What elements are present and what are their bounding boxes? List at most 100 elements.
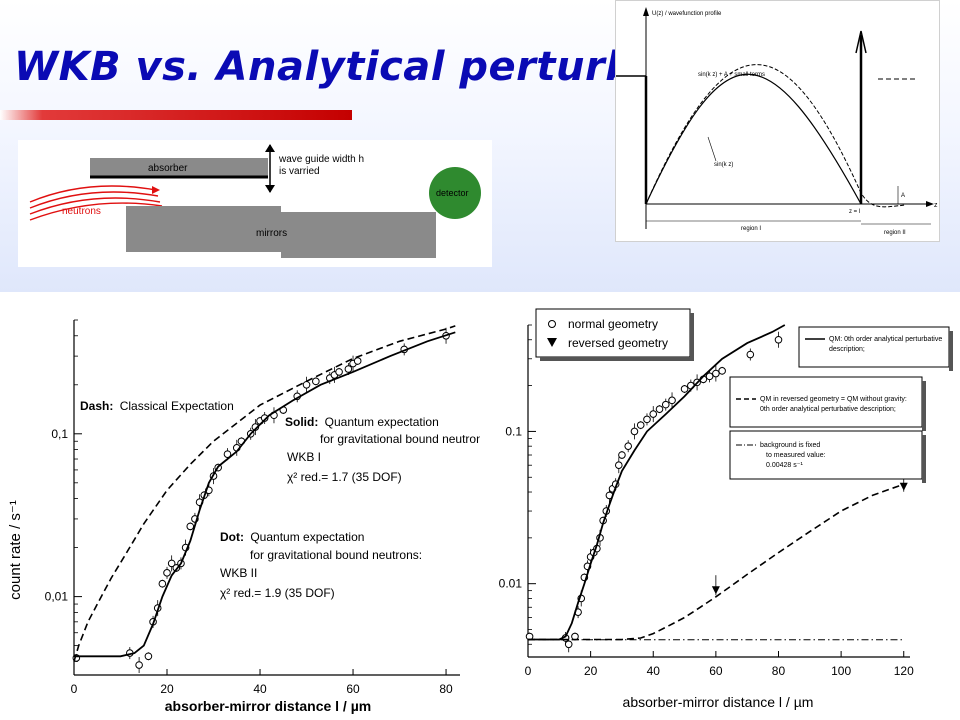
wkb-data-point: [158, 579, 167, 588]
width-label-2: is varried: [279, 166, 320, 177]
chart-analytical: 0 20 40 60 80 100 120 0.1 0.01 absorber-mirror d…: [499, 308, 953, 710]
wkb-data-point: [344, 365, 353, 373]
wavefunction-svg: U(z) / wavefunction profile z sin(k z) +…: [616, 7, 938, 236]
chart-wkb: 0 20 40 60 80 0,1 0,01 count rate / s⁻¹ absorb…: [7, 319, 480, 714]
wkb-data-point: [260, 414, 269, 422]
analytical-x-tick-label: 40: [647, 664, 661, 678]
wkb-data-point: [186, 522, 195, 531]
wf-y-axis-arrow-icon: [643, 7, 649, 16]
wkb-data-point: [302, 380, 311, 389]
width-arrow-bottom-icon: [265, 185, 275, 193]
wf-y-axis-label: U(z) / wavefunction profile: [652, 11, 722, 17]
wkb-solid-curve: [74, 331, 456, 658]
analytical-data-point: [649, 410, 658, 418]
note-qm: QM: 0th order analytical perturbative de…: [798, 326, 953, 371]
mirror-block-right: [281, 212, 436, 258]
wkb-data-point: [163, 569, 171, 577]
chart-wkb-axes: [73, 320, 460, 676]
analytical-data-point: [712, 369, 720, 378]
wkb-x-tick-label: 20: [160, 682, 174, 696]
chart-analytical-ticks: 0 20 40 60 80 100 120 0.1 0.01: [499, 324, 914, 678]
wf-dashed-curve: [645, 64, 907, 208]
slide-title: WKB vs. Analytical perturbativ: [14, 44, 723, 90]
annot-dash-text: Classical Expectation: [120, 399, 234, 413]
note-bg-box: [729, 430, 923, 480]
wf-barrier-arrow-icon: [855, 30, 867, 54]
annot-dot-text-1: Quantum expectation: [250, 530, 364, 544]
width-label-1: wave guide width h: [278, 154, 364, 165]
legend-reversed-label: reversed geometry: [568, 336, 668, 350]
setup-diagram: absorber wave guide width h is varried n…: [18, 140, 492, 267]
analytical-dashed-curve: [528, 483, 904, 641]
analytical-x-tick-label: 80: [772, 664, 786, 678]
annot-dash-head: Dash:: [80, 399, 113, 413]
analytical-data-point: [661, 400, 670, 409]
absorber-label: absorber: [148, 163, 188, 174]
note-reversed-2: 0th order analytical perturbative descri…: [760, 406, 896, 413]
analytical-data-point: [564, 640, 573, 649]
annot-solid-chi: χ² red.= 1.7 (35 DOF): [287, 470, 402, 484]
note-reversed-1: QM in reversed geometry = QM without gra…: [760, 396, 907, 403]
legend-reversed-marker-icon: [547, 338, 557, 347]
analytical-data-point: [718, 367, 726, 375]
analytical-data-point: [705, 372, 714, 381]
analytical-y-tick-label: 0.01: [499, 577, 523, 591]
analytical-x-tick-label: 60: [709, 664, 723, 678]
wf-solid-label: sin(k z): [714, 162, 733, 168]
analytical-data-point: [624, 442, 632, 450]
detector-label: detector: [436, 188, 469, 198]
note-qm-1: QM: 0th order analytical perturbative: [829, 336, 942, 343]
analytical-x-tick-label: 20: [584, 664, 598, 678]
width-arrow-top-icon: [265, 144, 275, 152]
analytical-data-point: [643, 415, 651, 424]
chart-wkb-series: [72, 325, 456, 674]
wf-solid-pointer: [707, 136, 717, 162]
legend-shadow: [690, 313, 694, 361]
annot-solid-text-1: Quantum expectation: [325, 415, 439, 429]
wf-A-label: A: [901, 193, 905, 199]
wkb-y-tick-label: 0,1: [51, 427, 68, 441]
annot-dot-text-2: for gravitational bound neutrons:: [250, 548, 422, 562]
wkb-dashed-curve: [73, 325, 456, 662]
wf-z1-label: z = l: [849, 209, 860, 215]
analytical-data-point: [774, 335, 783, 344]
mirror-block-left: [126, 206, 281, 252]
mirrors-label: mirrors: [256, 228, 287, 239]
note-reversed-shadow: [922, 381, 926, 431]
note-bg-3: 0.00428 s⁻¹: [766, 462, 803, 469]
analytical-solid-curve: [528, 324, 786, 641]
chart-analytical-legend: normal geometry reversed geometry: [535, 308, 694, 361]
wkb-x-tick-label: 80: [439, 682, 453, 696]
annot-dot: Dot: Quantum expectation: [220, 530, 364, 544]
note-reversed-box: [729, 376, 923, 428]
analytical-reversed-point: [899, 482, 908, 491]
wkb-x-tick-label: 60: [346, 682, 360, 696]
analytical-data-point: [636, 421, 645, 429]
note-reversed: QM in reversed geometry = QM without gra…: [729, 376, 926, 483]
note-bg-2: to measured value:: [766, 452, 826, 459]
annot-dash: Dash: Classical Expectation: [80, 399, 234, 413]
annot-dot-head: Dot:: [220, 530, 244, 544]
wf-dashed-label: sin(k z) + A + small terms: [698, 72, 765, 78]
neutron-trajectories: [29, 185, 163, 221]
wf-z-label: z: [934, 202, 938, 209]
analytical-reversed-point: [711, 586, 720, 595]
neutron-arrow-icon: [152, 186, 160, 194]
wkb-y-tick-label: 0,01: [45, 590, 69, 604]
analytical-data-point: [746, 350, 755, 359]
wkb-x-tick-label: 40: [253, 682, 267, 696]
wkb-data-point: [335, 368, 343, 376]
analytical-x-tick-label: 0: [525, 664, 532, 678]
analytical-data-point: [630, 427, 639, 436]
analytical-data-point: [655, 405, 664, 413]
annot-solid-method: WKB I: [287, 450, 321, 464]
wkb-data-point: [223, 450, 232, 458]
title-underline: [0, 110, 352, 120]
absorber-block: [90, 158, 268, 176]
chart-analytical-xlabel: absorber-mirror distance l / µm: [623, 694, 814, 710]
annot-solid-text-2: for gravitational bound neutrons:: [320, 432, 480, 446]
wkb-data-point: [144, 652, 153, 661]
detector-circle: [429, 167, 481, 219]
analytical-y-tick-label: 0.1: [505, 424, 522, 438]
chart-analytical-series: [525, 324, 908, 653]
